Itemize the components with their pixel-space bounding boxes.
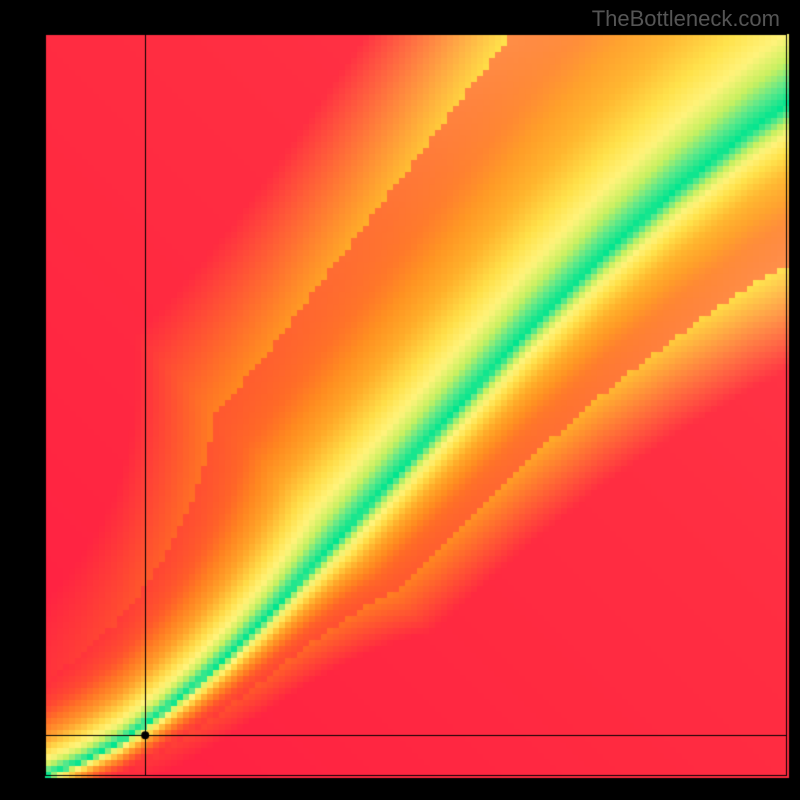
chart-container: TheBottleneck.com [0,0,800,800]
heatmap-canvas [0,0,800,800]
watermark-text: TheBottleneck.com [592,6,780,32]
